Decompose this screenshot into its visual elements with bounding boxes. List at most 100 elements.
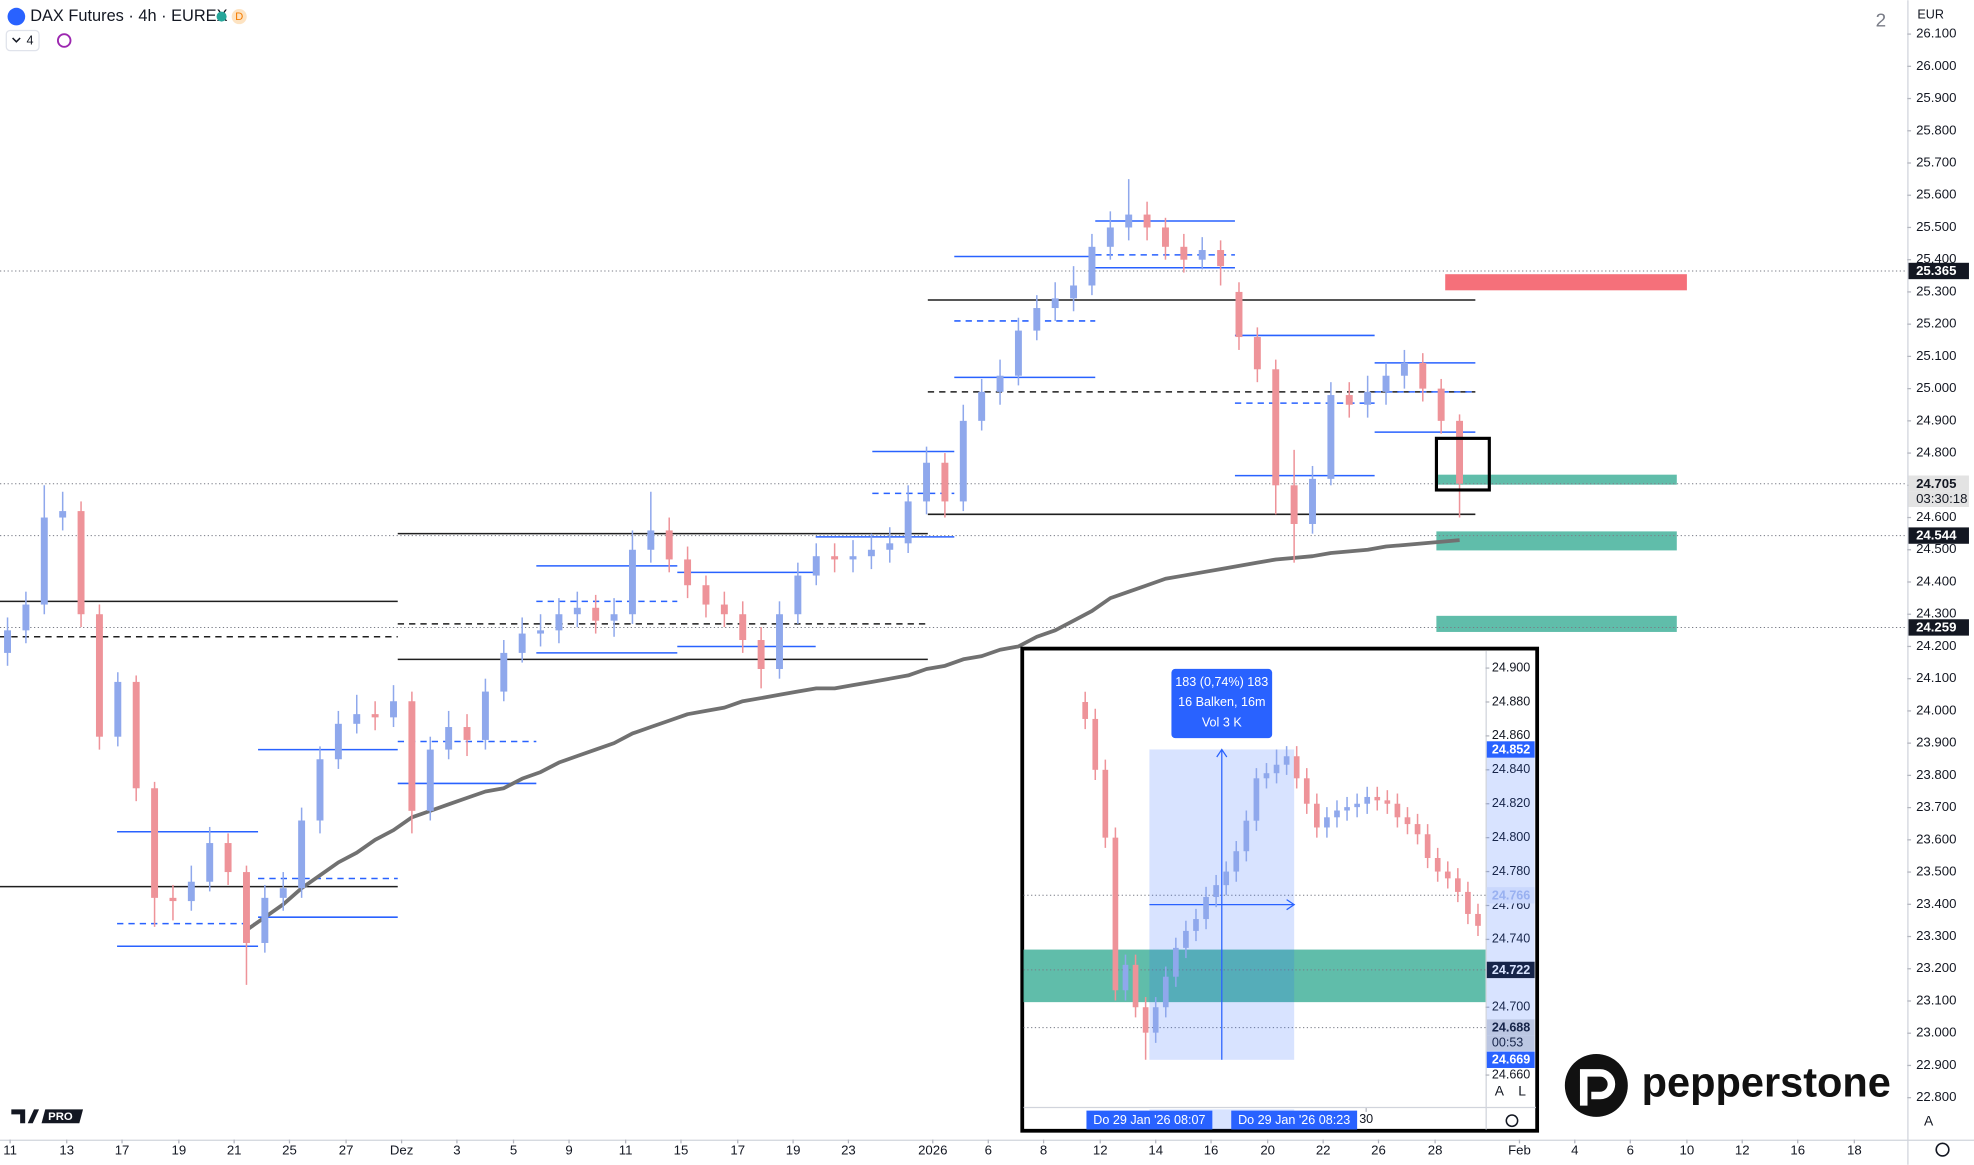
symbol-icon <box>7 7 26 26</box>
y-tick-label: 25.400 <box>1916 251 1956 266</box>
candle-body <box>169 897 177 902</box>
x-tick-label: 9 <box>565 1142 572 1157</box>
symbol-title: DAX Futures · 4h · EUREX <box>30 7 227 25</box>
x-tick-label: 21 <box>227 1142 242 1157</box>
y-tick-label: 25.900 <box>1916 90 1956 105</box>
candle-body <box>1456 420 1464 484</box>
price-marker <box>1908 262 1969 280</box>
candle-body <box>1314 803 1320 828</box>
measure-tooltip <box>1171 668 1273 739</box>
measure-price-label: 24.669 <box>1492 1053 1530 1067</box>
candle-body <box>1345 395 1353 405</box>
candle-body <box>1424 834 1431 858</box>
measure-arrowhead <box>1216 748 1228 758</box>
candle-body <box>573 607 581 615</box>
candle-body <box>334 723 342 760</box>
x-tick-label: 12 <box>1093 1142 1108 1157</box>
candle-body <box>316 759 324 821</box>
indicator-toggle[interactable] <box>5 29 40 52</box>
x-tick-label: 20 <box>1260 1142 1275 1157</box>
y-tick-label: 23.500 <box>1916 864 1956 879</box>
candle-body <box>941 462 949 502</box>
candle-body <box>1382 375 1390 392</box>
y-tick-label: 24.500 <box>1916 541 1956 556</box>
zone <box>1436 615 1677 632</box>
candle-body <box>1309 478 1316 524</box>
scale-button[interactable]: L <box>1518 1082 1526 1098</box>
x-tick-label: 26 <box>1371 1142 1386 1157</box>
price-marker-label: 25.365 <box>1916 263 1956 278</box>
pro-badge <box>41 1109 84 1124</box>
candle-body <box>1434 857 1441 872</box>
candle-body <box>1143 214 1151 228</box>
x-tick-label: 14 <box>1148 1142 1163 1157</box>
y-tick-label: 24.800 <box>1916 445 1956 460</box>
candle-body <box>1198 250 1206 260</box>
x-tick-label: 28 <box>1428 1142 1443 1157</box>
candle-body <box>114 681 122 737</box>
x-tick-label: 16 <box>1790 1142 1805 1157</box>
measure-price-marker <box>1486 741 1535 758</box>
price-marker-timer <box>1908 491 1969 507</box>
x-tick-label: 2026 <box>918 1142 947 1157</box>
measure-tooltip-line: 16 Balken, 16m <box>1178 695 1265 709</box>
inset-plot <box>1023 691 1486 1060</box>
tv-logo-mark <box>11 1109 40 1124</box>
candle-body <box>1455 878 1461 892</box>
brand-name: pepperstone <box>1642 1058 1891 1105</box>
y-tick-label: 23.000 <box>1916 1025 1956 1040</box>
candle-body <box>1162 976 1169 1008</box>
currency[interactable]: EUR <box>1917 8 1944 22</box>
candle-body <box>757 640 765 670</box>
settings-icon[interactable] <box>1935 1142 1950 1157</box>
scale-button[interactable]: A <box>1495 1082 1505 1098</box>
scale-button[interactable]: A <box>1924 1113 1934 1129</box>
candle-body <box>739 614 747 641</box>
x-tick-label: Dez <box>390 1142 413 1157</box>
y-tick-label: 24.700 <box>1492 1000 1530 1014</box>
indicator-count[interactable]: 4 <box>26 33 33 47</box>
y-tick-label: 24.860 <box>1492 728 1530 742</box>
refresh-icon[interactable] <box>56 33 72 48</box>
price-marker-label: 24.544 <box>1916 528 1957 543</box>
candle-body <box>426 749 434 811</box>
y-tick-label: 24.780 <box>1492 864 1530 878</box>
candle-body <box>720 604 728 615</box>
y-tick-label: 24.880 <box>1492 694 1530 708</box>
pane-number: 2 <box>1876 11 1887 32</box>
candle-body <box>1404 817 1411 825</box>
candle-body <box>481 691 489 740</box>
x-tick-label: 3 <box>453 1142 460 1157</box>
candle-body <box>1384 800 1391 804</box>
x-tick-label: 22 <box>1316 1142 1331 1157</box>
candle-body <box>1203 897 1209 920</box>
measure-time-marker <box>1231 1110 1358 1130</box>
candle-body <box>1475 913 1481 926</box>
badge: D <box>235 11 243 23</box>
y-tick-label: 25.500 <box>1916 219 1956 234</box>
candle-body <box>353 714 361 724</box>
x-tick-label: 11 <box>3 1142 17 1157</box>
x-tick-label: 6 <box>1627 1142 1634 1157</box>
price-marker <box>1908 619 1969 636</box>
candle-body <box>1290 485 1298 524</box>
x-tick-label: Feb <box>1508 1142 1531 1157</box>
zone <box>1436 531 1677 551</box>
inset-settings-icon[interactable] <box>1505 1114 1519 1128</box>
x-tick-label: 18 <box>1847 1142 1862 1157</box>
candle-body <box>1142 1007 1149 1033</box>
x-tick-label: 30 <box>1359 1112 1373 1126</box>
candle-body <box>1125 214 1133 228</box>
candle-body <box>408 701 416 811</box>
candle-body <box>1092 718 1099 770</box>
inset-frame <box>1020 646 1540 1133</box>
candle-body <box>886 543 894 550</box>
y-tick-label: 24.600 <box>1916 509 1956 524</box>
candle-body <box>555 614 563 631</box>
candle-body <box>794 575 802 615</box>
candle-body <box>1106 227 1114 247</box>
candle-body <box>40 517 48 605</box>
candle-body <box>1162 227 1169 247</box>
